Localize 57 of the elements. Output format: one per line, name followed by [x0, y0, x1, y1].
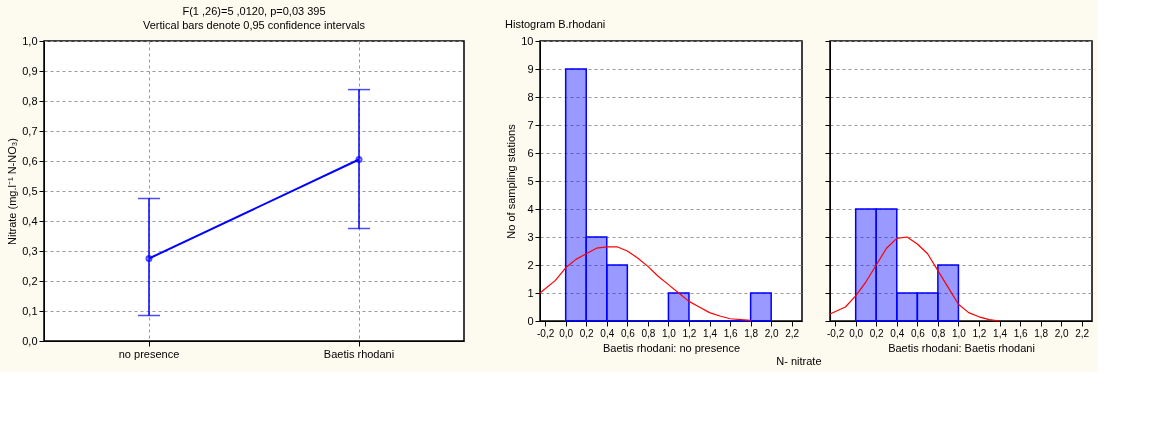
y-tick-label: 2 — [527, 258, 534, 271]
y-tick-label: 9 — [527, 62, 534, 75]
x-tick-label: 1,2 — [682, 327, 697, 339]
x-tick-label: 0,6 — [620, 327, 636, 339]
x-tick-label: 1,6 — [1013, 327, 1028, 339]
y-axis-title: Nitrate (mg.l⁻¹ N-NO₃) — [6, 138, 19, 245]
x-tick-label: 0,4 — [890, 327, 905, 339]
x-axis-title: Baetis rhodani: Baetis rhodani — [888, 341, 1035, 354]
x-tick-label: 2,2 — [1075, 327, 1090, 339]
x-tick-label: 2,0 — [764, 327, 780, 339]
x-tick-label: 0,2 — [579, 327, 595, 339]
x-tick-label: 1,2 — [972, 327, 987, 339]
x-tick-label: 0,0 — [849, 327, 864, 339]
x-tick-label: 2,0 — [1054, 327, 1070, 339]
x-tick-label: 0,8 — [641, 327, 656, 339]
y-tick-label: 0,2 — [22, 274, 38, 287]
y-tick-label: 4 — [527, 202, 534, 215]
y-tick-label: 0,8 — [22, 94, 38, 107]
y-tick-label: 0,7 — [22, 124, 38, 137]
y-tick-label: 0,1 — [22, 304, 38, 317]
x-tick-label: 1,8 — [744, 327, 759, 339]
x-axis-title: Baetis rhodani: no presence — [603, 341, 740, 354]
y-tick-label: 5 — [527, 174, 534, 187]
y-tick-label: 0,6 — [22, 154, 38, 167]
y-tick-label: 1 — [527, 286, 534, 299]
y-tick-label: 3 — [527, 230, 534, 243]
y-tick-label: 0,5 — [22, 184, 38, 197]
chart-title: F(1 ,26)=5 ,0120, p=0,03 395 — [182, 5, 326, 17]
x-tick-label: 0,2 — [869, 327, 885, 339]
y-tick-label: 0,3 — [22, 244, 38, 257]
x-tick-label: 0,6 — [910, 327, 926, 339]
y-tick-label: 0,4 — [22, 214, 38, 227]
x-tick-label: no presence — [118, 347, 180, 360]
y-tick-label: 0 — [527, 314, 534, 327]
y-tick-label: 7 — [527, 118, 534, 131]
chart-title: Histogram B.rhodani — [505, 18, 606, 31]
x-tick-label: 0,4 — [600, 327, 615, 339]
y-tick-label: 1,0 — [22, 34, 38, 47]
x-tick-label: 1,4 — [703, 327, 718, 339]
y-axis-title: No of sampling stations — [505, 123, 518, 239]
text: N- nitrate — [776, 354, 822, 367]
x-tick-label: 1,0 — [661, 327, 677, 339]
y-tick-label: 10 — [521, 34, 534, 47]
x-tick-label: 1,8 — [1034, 327, 1049, 339]
y-tick-label: 8 — [527, 90, 534, 103]
x-tick-label: 0,0 — [559, 327, 574, 339]
x-tick-label: 0,8 — [931, 327, 946, 339]
x-tick-label: 1,0 — [951, 327, 967, 339]
y-tick-label: 6 — [527, 146, 534, 159]
x-tick-label: 2,2 — [785, 327, 800, 339]
x-tick-label: Baetis rhodani — [323, 347, 395, 360]
x-tick-label: 1,4 — [993, 327, 1008, 339]
x-tick-label: -0,2 — [537, 327, 555, 339]
x-tick-label: 1,6 — [723, 327, 738, 339]
chart-subtitle: Vertical bars denote 0,95 confidence intervals — [143, 19, 366, 31]
y-tick-label: 0,9 — [22, 64, 38, 77]
x-tick-label: -0,2 — [827, 327, 845, 339]
